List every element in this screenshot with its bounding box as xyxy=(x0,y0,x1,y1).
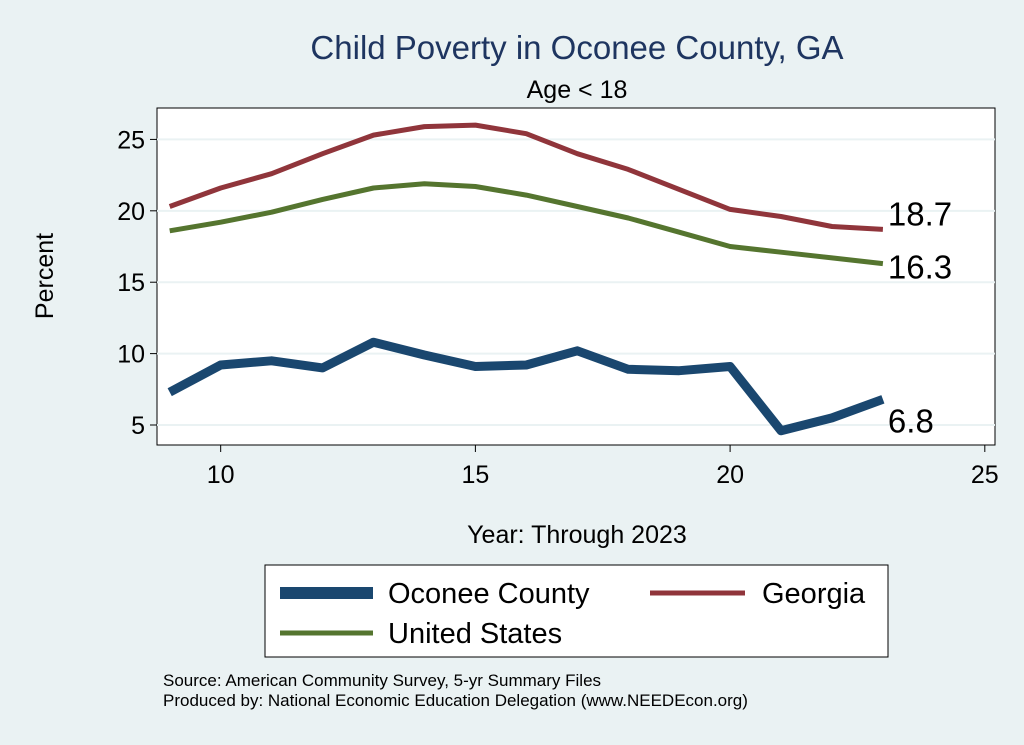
legend: Oconee County Georgia United States xyxy=(264,564,889,658)
chart-title: Child Poverty in Oconee County, GA xyxy=(310,29,843,66)
chart-subtitle: Age < 18 xyxy=(527,76,628,104)
x-axis-label: Year: Through 2023 xyxy=(467,521,687,549)
legend-label-georgia: Georgia xyxy=(762,578,866,610)
x-tick-label: 20 xyxy=(716,461,744,489)
end-value-label-georgia: 18.7 xyxy=(888,195,952,232)
legend-label-oconee-county: Oconee County xyxy=(388,578,590,610)
legend-box xyxy=(264,564,889,658)
plot-area xyxy=(156,107,996,446)
y-tick-label: 25 xyxy=(117,126,145,154)
end-value-label-oconee-county: 6.8 xyxy=(888,402,934,439)
y-tick-label: 5 xyxy=(131,412,145,440)
y-axis-label: Percent xyxy=(31,233,59,319)
x-tick-label: 15 xyxy=(461,461,489,489)
end-value-label-united-states: 16.3 xyxy=(888,249,952,286)
x-tick-label: 25 xyxy=(971,461,999,489)
series-line-georgia xyxy=(168,122,884,232)
y-tick-label: 20 xyxy=(117,198,145,226)
y-tick-label: 15 xyxy=(117,269,145,297)
source-note: Source: American Community Survey, 5-yr … xyxy=(163,671,602,690)
legend-label-united-states: United States xyxy=(388,618,562,650)
x-tick-label: 10 xyxy=(207,461,235,489)
series-line-oconee-county xyxy=(167,337,885,436)
series-line-united-states xyxy=(169,181,884,267)
y-tick-label: 10 xyxy=(117,341,145,369)
producer-note: Produced by: National Economic Education… xyxy=(163,691,748,710)
